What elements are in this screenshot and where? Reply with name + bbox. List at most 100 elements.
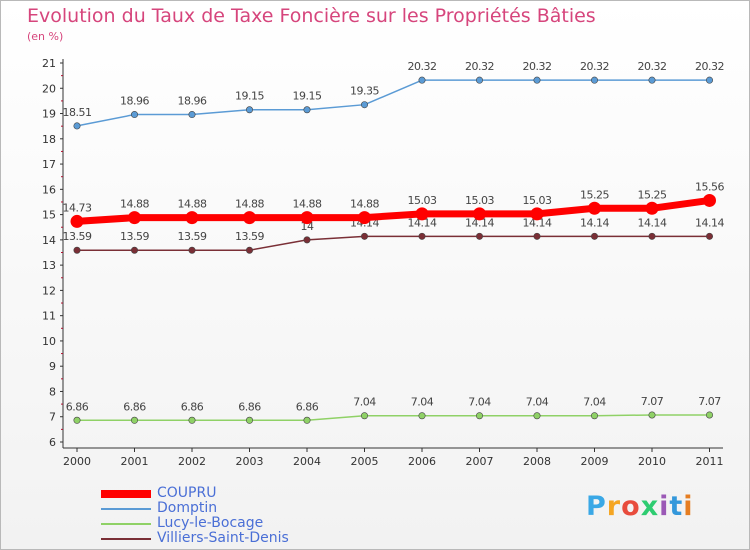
legend-swatch [101,507,151,510]
data-point-villiers-saint-denis [360,232,368,240]
x-tick-label: 2011 [696,455,724,468]
data-point-lucy-le-bocage [590,412,598,420]
data-point-coupru [70,214,84,228]
data-label-lucy-le-bocage: 7.07 [698,395,721,408]
y-tick-label: 16 [42,183,56,196]
data-point-domptin [360,101,368,109]
data-label-coupru: 15.03 [465,194,494,207]
y-tick-label: 13 [42,259,56,272]
data-label-coupru: 14.88 [293,198,322,211]
y-tick-label: 14 [42,234,56,247]
data-label-lucy-le-bocage: 7.04 [353,396,376,409]
data-point-villiers-saint-denis [246,246,254,254]
data-label-domptin: 19.35 [350,85,379,98]
x-tick-label: 2000 [63,455,91,468]
legend-label: COUPRU [157,485,217,501]
legend-swatch [101,489,151,498]
data-point-domptin [475,76,483,84]
y-tick-label: 6 [49,436,56,449]
x-tick-label: 2007 [466,455,494,468]
data-label-coupru: 14.88 [235,198,264,211]
data-point-villiers-saint-denis [705,232,713,240]
logo-letter: r [606,491,622,522]
proxiti-logo: Proxiti [586,491,694,522]
data-point-lucy-le-bocage [533,412,541,420]
data-label-villiers-saint-denis: 14.14 [523,216,552,229]
logo-letter: P [586,491,607,522]
data-label-domptin: 18.96 [178,95,207,108]
data-point-villiers-saint-denis [475,232,483,240]
series-line-villiers-saint-denis [77,235,710,251]
data-point-domptin [73,122,81,130]
data-point-villiers-saint-denis [418,232,426,240]
data-label-coupru: 14.73 [63,201,92,214]
data-point-villiers-saint-denis [73,246,81,254]
data-label-domptin: 20.32 [408,60,437,73]
legend-item-domptin: Domptin [101,501,289,516]
data-point-coupru [703,193,716,207]
data-label-villiers-saint-denis: 14.14 [580,216,609,229]
data-label-lucy-le-bocage: 7.04 [526,396,549,409]
data-point-domptin [590,76,598,84]
data-point-lucy-le-bocage [303,416,311,424]
data-point-coupru [530,207,544,221]
data-label-lucy-le-bocage: 6.86 [296,400,319,413]
data-point-lucy-le-bocage [73,416,81,424]
data-label-domptin: 20.32 [638,60,667,73]
logo-letter: i [683,491,694,522]
legend-swatch [101,537,151,540]
x-tick-label: 2010 [638,455,666,468]
series-line-domptin [76,79,710,127]
series-line-coupru [76,196,710,225]
y-tick-label: 7 [49,411,56,424]
data-label-domptin: 18.51 [63,106,92,119]
data-label-lucy-le-bocage: 7.04 [468,396,491,409]
data-label-domptin: 18.96 [120,95,149,108]
chart-title: Evolution du Taux de Taxe Foncière sur l… [27,5,596,27]
data-point-domptin [418,76,426,84]
data-point-lucy-le-bocage [188,416,196,424]
data-label-villiers-saint-denis: 13.59 [178,230,207,243]
data-point-lucy-le-bocage [131,416,139,424]
data-point-coupru [645,201,659,215]
data-label-villiers-saint-denis: 13.59 [235,230,264,243]
x-tick-label: 2008 [523,455,551,468]
data-label-domptin: 20.32 [465,60,494,73]
data-point-coupru [243,211,256,225]
data-label-villiers-saint-denis: 14.14 [638,216,667,229]
x-tick-label: 2006 [408,455,436,468]
data-point-villiers-saint-denis [648,232,656,240]
data-point-domptin [188,111,196,119]
x-tick-label: 2009 [581,455,609,468]
logo-letter: o [621,491,641,522]
legend-label: Villiers-Saint-Denis [157,530,289,546]
data-label-coupru: 15.03 [523,194,552,207]
y-tick-label: 18 [42,133,56,146]
data-label-lucy-le-bocage: 7.07 [641,395,664,408]
y-tick-label: 20 [42,82,56,95]
y-tick-label: 15 [42,209,56,222]
y-tick-label: 17 [42,158,56,171]
x-tick-label: 2002 [178,455,206,468]
data-label-coupru: 14.88 [178,198,207,211]
data-point-domptin [131,111,139,119]
data-label-domptin: 19.15 [293,90,322,103]
x-tick-label: 2003 [236,455,264,468]
data-label-villiers-saint-denis: 14.14 [465,216,494,229]
x-tick-label: 2005 [351,455,379,468]
data-label-coupru: 14.88 [350,198,379,211]
data-label-lucy-le-bocage: 6.86 [123,400,146,413]
y-tick-label: 9 [49,360,56,373]
data-point-lucy-le-bocage [246,416,254,424]
data-point-lucy-le-bocage [360,412,368,420]
data-label-domptin: 20.32 [580,60,609,73]
data-point-domptin [533,76,541,84]
data-label-villiers-saint-denis: 14.14 [695,216,724,229]
legend-item-coupru: COUPRU [101,486,289,501]
legend-swatch [101,522,151,525]
logo-letter: i [659,491,670,522]
data-label-lucy-le-bocage: 7.04 [411,396,434,409]
legend-item-villiers-saint-denis: Villiers-Saint-Denis [101,531,289,546]
